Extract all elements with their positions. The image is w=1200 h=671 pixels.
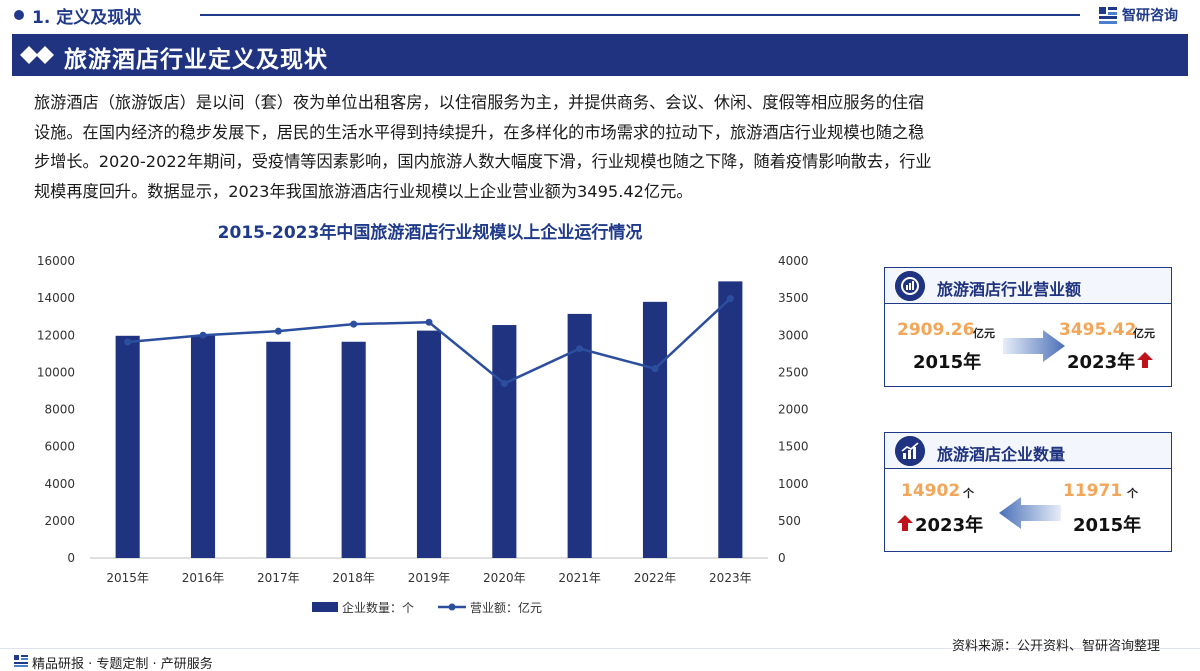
count-2015-year: 2015年 <box>1073 515 1142 536</box>
count-2023-value: 14902 <box>901 481 961 501</box>
footer-tagline: 精品研报 · 专题定制 · 产研服务 <box>32 657 213 671</box>
count-card: 旅游酒店企业数量 14902 个 2023年 11971 个 2015年 <box>884 432 1172 552</box>
x-tick-label: 2016年 <box>182 571 225 585</box>
line-point <box>425 318 433 326</box>
line-point <box>726 294 734 302</box>
brand-small-icon <box>14 655 28 667</box>
revenue-2023-unit: 亿元 <box>1133 327 1155 340</box>
revenue-2023-value: 3495.42 <box>1059 320 1137 340</box>
left-y-tick-label: 6000 <box>44 440 75 454</box>
line-point <box>199 331 207 339</box>
paragraph-line: 设施。在国内经济的稳步发展下，居民的生活水平得到持续提升，在多样化的市场需求的拉… <box>34 122 925 142</box>
revenue-card: 旅游酒店行业营业额 2909.26 亿元 2015年 3495.42 亿元 20… <box>884 267 1172 387</box>
left-y-tick-label: 2000 <box>44 514 75 528</box>
x-tick-label: 2023年 <box>709 571 752 585</box>
right-y-tick-label: 3500 <box>778 291 809 305</box>
bar <box>190 335 216 558</box>
right-y-tick-label: 2000 <box>778 403 809 417</box>
left-y-tick-label: 0 <box>67 551 75 565</box>
revenue-2015-unit: 亿元 <box>973 327 995 340</box>
x-tick-label: 2019年 <box>408 571 451 585</box>
right-y-tick-label: 1500 <box>778 440 809 454</box>
legend-line-marker <box>448 603 456 611</box>
line-point <box>350 320 358 328</box>
x-tick-label: 2017年 <box>257 571 300 585</box>
left-y-tick-label: 12000 <box>37 328 75 342</box>
header-rule <box>200 14 1080 16</box>
growth-chart-icon <box>895 436 925 466</box>
x-tick-label: 2015年 <box>106 571 149 585</box>
title-banner: 旅游酒店行业定义及现状 <box>12 34 1188 76</box>
right-y-tick-label: 4000 <box>778 254 809 268</box>
left-y-tick-label: 8000 <box>44 403 75 417</box>
right-y-tick-label: 2500 <box>778 365 809 379</box>
right-arrow-icon <box>1003 330 1065 362</box>
revenue-2023-year: 2023年 <box>1067 352 1136 373</box>
left-y-tick-label: 16000 <box>37 254 75 268</box>
card-title: 旅游酒店行业营业额 <box>937 280 1082 299</box>
diamond-icon <box>20 46 54 64</box>
footer-rule <box>0 648 1200 649</box>
chart-title: 2015-2023年中国旅游酒店行业规模以上企业运行情况 <box>217 223 643 243</box>
left-y-tick-label: 4000 <box>44 477 75 491</box>
legend-bar-swatch <box>312 602 338 612</box>
count-2015-unit: 个 <box>1127 487 1138 500</box>
left-y-tick-label: 10000 <box>37 365 75 379</box>
line-point <box>500 380 508 388</box>
bar <box>341 341 366 558</box>
intro-paragraph: 旅游酒店（旅游饭店）是以间（套）夜为单位出租客房，以住宿服务为主，并提供商务、会… <box>34 88 1174 206</box>
paragraph-line: 旅游酒店（旅游饭店）是以间（套）夜为单位出租客房，以住宿服务为主，并提供商务、会… <box>34 93 925 112</box>
card-title: 旅游酒店企业数量 <box>937 445 1066 464</box>
right-y-tick-label: 1000 <box>778 477 809 491</box>
brand-name: 智研咨询 <box>1122 8 1178 24</box>
bar <box>642 301 668 558</box>
bar <box>567 313 592 558</box>
line-point <box>576 345 584 353</box>
legend-bar-label: 企业数量：个 <box>342 600 414 615</box>
bar <box>718 281 743 558</box>
left-y-tick-label: 14000 <box>37 291 75 305</box>
revenue-2015-year: 2015年 <box>913 352 982 373</box>
line-point <box>274 327 282 335</box>
up-arrow-icon <box>897 515 913 531</box>
x-tick-label: 2020年 <box>483 571 526 585</box>
section-dot-icon <box>14 10 24 20</box>
revenue-icon <box>895 271 925 301</box>
bar <box>416 330 442 558</box>
bar <box>115 335 140 558</box>
card-header: 旅游酒店行业营业额 <box>885 268 1171 304</box>
combo-chart: 0 2000 4000 6000 8000 10000 12000 14000 16000 0 50… <box>37 254 809 615</box>
x-tick-label: 2018年 <box>332 571 375 585</box>
x-tick-label: 2021年 <box>558 571 601 585</box>
paragraph-line: 步增长。2020-2022年期间，受疫情等因素影响，国内旅游人数大幅度下滑，行业… <box>34 152 932 171</box>
card-header: 旅游酒店企业数量 <box>885 433 1171 469</box>
brand-logo-icon <box>1099 7 1117 24</box>
up-arrow-icon <box>1137 352 1153 368</box>
top-header: 1. 定义及现状 智研咨询 <box>0 0 1200 30</box>
count-2015-value: 11971 <box>1063 481 1123 501</box>
line-point <box>651 365 659 373</box>
right-y-tick-label: 3000 <box>778 328 809 342</box>
banner-title: 旅游酒店行业定义及现状 <box>64 47 328 73</box>
count-2023-unit: 个 <box>963 487 974 500</box>
left-arrow-icon <box>999 497 1061 529</box>
bar <box>492 325 517 558</box>
legend-line-label: 营业额：亿元 <box>470 600 542 615</box>
bar <box>266 341 291 558</box>
paragraph-line: 规模再度回升。数据显示，2023年我国旅游酒店行业规模以上企业营业额为3495.… <box>34 181 693 201</box>
count-2023-year: 2023年 <box>915 515 984 536</box>
data-source: 资料来源：公开资料、智研咨询整理 <box>951 639 1160 654</box>
brand-logo: 智研咨询 <box>1098 4 1178 26</box>
right-y-tick-label: 500 <box>778 514 801 528</box>
right-y-tick-label: 0 <box>778 551 786 565</box>
line-point <box>124 338 132 346</box>
x-tick-label: 2022年 <box>634 571 677 585</box>
revenue-2015-value: 2909.26 <box>897 320 975 340</box>
section-title: 1. 定义及现状 <box>32 8 142 28</box>
